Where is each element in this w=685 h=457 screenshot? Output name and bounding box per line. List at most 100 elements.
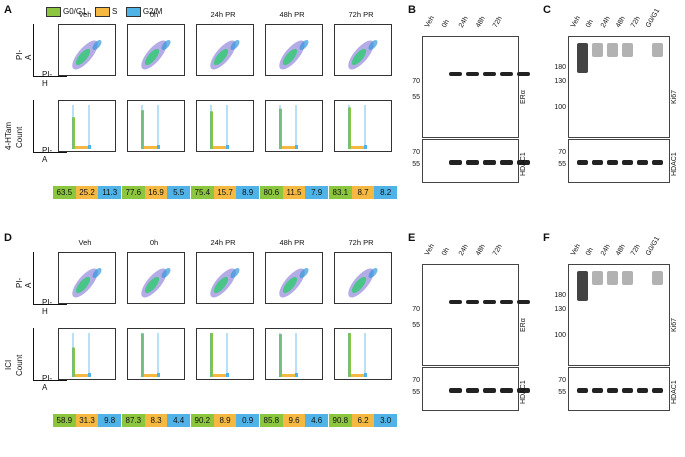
hdac1-band: [622, 160, 633, 165]
histogram-svg: [348, 333, 367, 377]
s-value: 6.2: [351, 414, 375, 427]
blot-bottom: [422, 367, 530, 411]
scatter-plot: [127, 252, 185, 304]
g0g1-value: 63.5: [53, 186, 76, 199]
hdac1-band: [637, 388, 648, 393]
histogram-svg: [141, 105, 160, 149]
legend: G0/G1 S G2/M: [46, 3, 166, 21]
er-band: [517, 300, 530, 304]
scatter-svg: [141, 268, 171, 298]
value-row: 77.6 16.9 5.5: [122, 186, 191, 199]
mw-marker-bottom: 55: [412, 389, 420, 396]
histogram-svg: [210, 333, 229, 377]
histogram-plot: [265, 328, 323, 380]
antibody-label-top: Ki67: [671, 89, 678, 104]
antibody-label-bottom: HDAC1: [520, 380, 527, 404]
hdac1-band: [577, 388, 588, 393]
er-band: [449, 72, 462, 76]
lane-label: 72h: [629, 15, 642, 29]
value-row: 75.4 15.7 8.9: [191, 186, 260, 199]
scatter-plot: [334, 24, 392, 76]
value-row: 80.6 11.5 7.9: [260, 186, 329, 199]
axis-line-hist-y: [33, 100, 34, 152]
scatter-plot: [58, 252, 116, 304]
lane-label: 72h: [491, 243, 504, 257]
panel-a-letter: A: [4, 4, 12, 16]
scatter-svg: [141, 40, 171, 70]
g0g1-value: 75.4: [191, 186, 214, 199]
scatter-svg: [279, 268, 309, 298]
axis-line-scatter-y: [33, 24, 34, 76]
s-value: 8.3: [144, 414, 168, 427]
lane-label: 24h: [599, 243, 612, 257]
axis-line-hist-x: [33, 380, 67, 381]
s-value: 25.2: [75, 186, 99, 199]
mw-marker-top: 100: [554, 104, 566, 111]
mw-marker-bottom: 55: [558, 389, 566, 396]
histogram-svg: [210, 105, 229, 149]
s-value: 15.7: [213, 186, 237, 199]
mw-marker-bottom: 55: [558, 161, 566, 168]
pia-label-hist: PI-A: [42, 374, 53, 392]
blot-bottom: [568, 139, 670, 183]
scatter-plot: [127, 24, 185, 76]
hdac1-band: [652, 160, 663, 165]
histogram-plot: [58, 328, 116, 380]
er-band: [483, 72, 496, 76]
hdac1-band: [500, 160, 513, 165]
scatter-svg: [210, 40, 240, 70]
g0g1-value: 85.8: [260, 414, 283, 427]
lane-label: 0h: [440, 18, 451, 29]
value-row: 90.2 8.9 0.9: [191, 414, 260, 427]
axis-line-hist-y: [33, 328, 34, 380]
scatter-svg: [348, 40, 378, 70]
value-row: 90.8 6.2 3.0: [329, 414, 398, 427]
lane-label: 48h: [614, 243, 627, 257]
lane-label: 0h: [584, 246, 595, 257]
pih-label: PI-H: [42, 298, 53, 316]
hdac1-band: [607, 388, 618, 393]
histogram-svg: [141, 333, 160, 377]
condition-label: Veh: [78, 238, 92, 247]
g0g1-value: 77.6: [122, 186, 145, 199]
scatter-svg: [72, 40, 102, 70]
axis-line-scatter-x: [33, 76, 67, 77]
lane-label: 72h: [629, 243, 642, 257]
condition-label: 0h: [149, 10, 159, 19]
g2m-value: 0.9: [236, 414, 260, 427]
mw-marker-bottom: 70: [412, 377, 420, 384]
antibody-label-bottom: HDAC1: [671, 380, 678, 404]
hdac1-band: [637, 160, 648, 165]
scatter-plot: [334, 252, 392, 304]
mw-marker-top: 70: [412, 306, 420, 313]
lane-label: 24h: [457, 15, 470, 29]
ki67-smear: [607, 43, 618, 57]
treatment-label-top: 4-HTam: [4, 121, 13, 150]
scatter-svg: [210, 268, 240, 298]
value-row: 83.1 8.7 8.2: [329, 186, 398, 199]
g0g1-value: 90.8: [329, 414, 352, 427]
condition-label: 24h PR: [210, 238, 236, 247]
antibody-label-bottom: HDAC1: [671, 152, 678, 176]
axis-line-scatter-x: [33, 304, 67, 305]
ki67-smear: [577, 271, 588, 301]
count-label: Count: [15, 126, 24, 148]
axis-line-hist-x: [33, 152, 67, 153]
mw-marker-top: 130: [554, 306, 566, 313]
g0g1-value: 87.3: [122, 414, 145, 427]
histogram-plot: [196, 100, 254, 152]
value-row: 85.8 9.6 4.6: [260, 414, 329, 427]
value-row: 63.5 25.2 11.3: [53, 186, 122, 199]
legend-s-swatch: [95, 6, 111, 17]
s-value: 8.7: [351, 186, 375, 199]
hdac1-band: [449, 388, 462, 393]
g2m-value: 8.2: [374, 186, 398, 199]
condition-label: 72h PR: [348, 10, 374, 19]
lane-label: G0/G1: [644, 235, 662, 257]
hdac1-band: [466, 160, 479, 165]
g0g1-value: 58.9: [53, 414, 76, 427]
histogram-plot: [58, 100, 116, 152]
lane-label: 0h: [584, 18, 595, 29]
panel-c-letter: C: [543, 4, 551, 16]
er-band: [449, 300, 462, 304]
